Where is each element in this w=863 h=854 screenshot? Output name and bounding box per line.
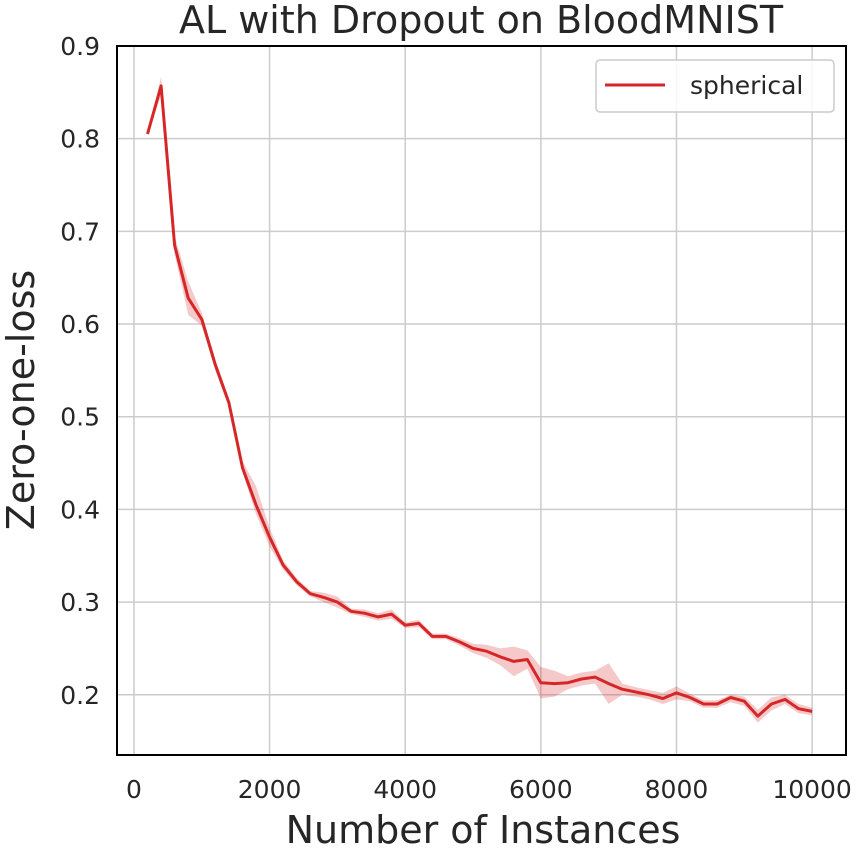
series-line-layer xyxy=(146,84,813,718)
x-axis-label: Number of Instances xyxy=(286,808,681,852)
x-tick-label: 8000 xyxy=(645,775,709,804)
y-axis-label: Zero-one-loss xyxy=(0,270,43,530)
y-tick-label: 0.7 xyxy=(60,217,100,246)
y-tick-label: 0.6 xyxy=(60,310,100,339)
y-tick-label: 0.4 xyxy=(60,495,100,524)
legend: spherical xyxy=(595,59,835,113)
chart-title: AL with Dropout on BloodMNIST xyxy=(179,0,784,42)
x-tick-label: 2000 xyxy=(238,775,302,804)
y-tick-label: 0.3 xyxy=(60,588,100,617)
legend-box xyxy=(595,59,835,113)
x-tick-label: 0 xyxy=(126,775,142,804)
x-tick-labels: 0 2000 4000 6000 8000 10000 xyxy=(126,775,852,804)
y-tick-label: 0.5 xyxy=(60,403,100,432)
y-tick-label: 0.9 xyxy=(60,32,100,61)
y-tick-label: 0.2 xyxy=(60,681,100,710)
y-tick-labels: 0.2 0.3 0.4 0.5 0.6 0.7 0.8 0.9 xyxy=(60,32,100,710)
x-tick-label: 10000 xyxy=(772,775,852,804)
y-tick-label: 0.8 xyxy=(60,125,100,154)
legend-label-spherical: spherical xyxy=(690,71,803,100)
plot-frame xyxy=(116,45,847,756)
confidence-band-spherical xyxy=(147,76,813,723)
confidence-band-layer xyxy=(147,76,813,723)
x-tick-label: 4000 xyxy=(373,775,437,804)
x-tick-label: 6000 xyxy=(509,775,573,804)
series-line-spherical xyxy=(146,84,813,718)
